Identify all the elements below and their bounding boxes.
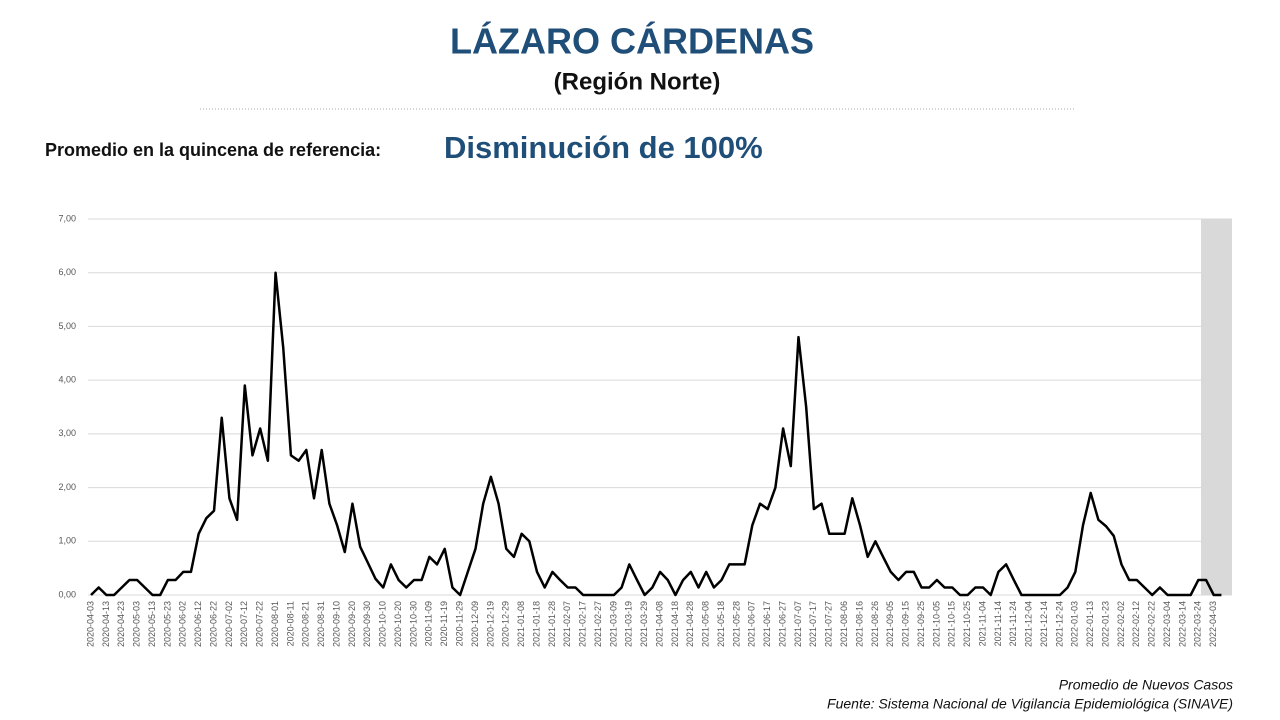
x-tick-label: 2020-12-19 [485, 601, 495, 647]
x-tick-label: 2021-02-17 [578, 601, 588, 647]
x-tick-label: 2020-08-01 [270, 601, 280, 647]
chart-title: LÁZARO CÁRDENAS [450, 21, 814, 62]
y-tick-label: 4,00 [58, 375, 76, 385]
y-tick-label: 5,00 [58, 321, 76, 331]
x-tick-label: 2021-04-08 [654, 601, 664, 647]
x-tick-label: 2021-06-27 [777, 601, 787, 647]
x-tick-label: 2021-01-18 [531, 601, 541, 647]
x-tick-label: 2020-04-23 [116, 601, 126, 647]
x-tick-label: 2021-08-16 [854, 601, 864, 647]
x-tick-label: 2020-06-02 [178, 601, 188, 647]
x-tick-label: 2021-03-29 [639, 601, 649, 647]
x-tick-label: 2021-09-25 [916, 601, 926, 647]
x-tick-label: 2021-03-09 [608, 601, 618, 647]
y-tick-label: 6,00 [58, 267, 76, 277]
x-tick-label: 2022-01-13 [1085, 601, 1095, 647]
source: Fuente: Sistema Nacional de Vigilancia E… [827, 696, 1233, 712]
x-tick-label: 2022-03-14 [1177, 601, 1187, 647]
x-tick-label: 2020-11-19 [439, 601, 449, 646]
chart-subtitle: (Región Norte) [554, 68, 721, 95]
x-tick-label: 2020-10-20 [393, 601, 403, 647]
x-tick-label: 2021-08-06 [839, 601, 849, 647]
x-tick-label: 2021-05-18 [716, 601, 726, 647]
x-tick-label: 2020-09-10 [331, 601, 341, 647]
y-tick-label: 7,00 [58, 213, 76, 223]
x-tick-label: 2021-01-08 [516, 601, 526, 647]
x-tick-label: 2022-02-12 [1131, 601, 1141, 647]
x-tick-label: 2020-07-22 [255, 601, 265, 647]
x-tick-label: 2022-04-03 [1208, 601, 1218, 647]
x-tick-label: 2020-10-10 [378, 601, 388, 647]
x-tick-label: 2021-07-27 [824, 601, 834, 647]
reference-label: Promedio en la quincena de referencia: [45, 140, 381, 160]
x-tick-label: 2020-05-13 [147, 601, 157, 647]
y-tick-label: 3,00 [58, 428, 76, 438]
x-tick-label: 2021-03-19 [624, 601, 634, 647]
x-tick-label: 2022-03-04 [1162, 601, 1172, 647]
line [90, 271, 1222, 597]
x-tick-label: 2022-01-23 [1100, 601, 1110, 647]
x-tick-label: 2021-12-24 [1054, 601, 1064, 647]
x-tick-label: 2020-10-30 [408, 601, 418, 647]
x-tick-label: 2020-09-30 [362, 601, 372, 647]
x-tick-label: 2021-05-08 [701, 601, 711, 647]
x-tick-label: 2020-07-02 [224, 601, 234, 647]
x-tick-label: 2021-10-05 [931, 601, 941, 647]
x-tick-label: 2020-11-09 [424, 601, 434, 646]
x-tick-label: 2022-02-22 [1147, 601, 1157, 647]
x-tick-label: 2021-11-14 [993, 601, 1003, 646]
x-tick-label: 2022-01-03 [1070, 601, 1080, 647]
x-tick-label: 2021-08-26 [870, 601, 880, 647]
x-tick-label: 2022-03-24 [1193, 601, 1203, 647]
x-tick-label: 2021-12-04 [1024, 601, 1034, 647]
reference-value: Disminución de 100% [444, 130, 763, 165]
x-tick-label: 2021-09-05 [885, 601, 895, 647]
x-tick-label: 2020-08-21 [301, 601, 311, 647]
x-tick-label: 2020-08-11 [285, 601, 295, 646]
x-tick-label: 2021-06-17 [762, 601, 772, 647]
x-tick-label: 2020-05-03 [132, 601, 142, 647]
x-tick-label: 2021-11-24 [1008, 601, 1018, 646]
x-tick-label: 2021-09-15 [901, 601, 911, 647]
y-tick-label: 0,00 [58, 589, 76, 599]
x-tick-label: 2021-04-28 [685, 601, 695, 647]
x-tick-label: 2021-10-25 [962, 601, 972, 647]
x-tick-label: 2021-05-28 [731, 601, 741, 647]
x-tick-label: 2020-06-22 [208, 601, 218, 647]
reference-period-shade [1201, 219, 1232, 595]
x-tick-label: 2021-02-07 [562, 601, 572, 647]
x-tick-label: 2020-11-29 [454, 601, 464, 646]
x-tick-label: 2022-02-02 [1116, 601, 1126, 647]
x-tick-label: 2020-04-03 [85, 601, 95, 647]
x-tick-label: 2021-10-15 [947, 601, 957, 647]
y-tick-label: 1,00 [58, 536, 76, 546]
x-tick-label: 2021-07-07 [793, 601, 803, 647]
x-tick-label: 2021-04-18 [670, 601, 680, 647]
x-tick-label: 2021-02-27 [593, 601, 603, 647]
x-tick-label: 2020-08-31 [316, 601, 326, 647]
x-tick-label: 2021-01-28 [547, 601, 557, 647]
x-tick-label: 2020-12-29 [501, 601, 511, 647]
x-tick-label: 2020-06-12 [193, 601, 203, 647]
legend-label: Promedio de Nuevos Casos [1059, 677, 1233, 693]
x-tick-label: 2021-07-17 [808, 601, 818, 647]
x-tick-label: 2021-12-14 [1039, 601, 1049, 647]
x-tick-label: 2020-07-12 [239, 601, 249, 647]
x-tick-label: 2020-04-13 [101, 601, 111, 647]
y-tick-label: 2,00 [58, 482, 76, 492]
x-tick-label: 2020-12-09 [470, 601, 480, 647]
x-tick-label: 2020-05-23 [162, 601, 172, 647]
x-tick-label: 2021-06-07 [747, 601, 757, 647]
x-tick-label: 2021-11-04 [977, 601, 987, 646]
x-tick-label: 2020-09-20 [347, 601, 357, 647]
